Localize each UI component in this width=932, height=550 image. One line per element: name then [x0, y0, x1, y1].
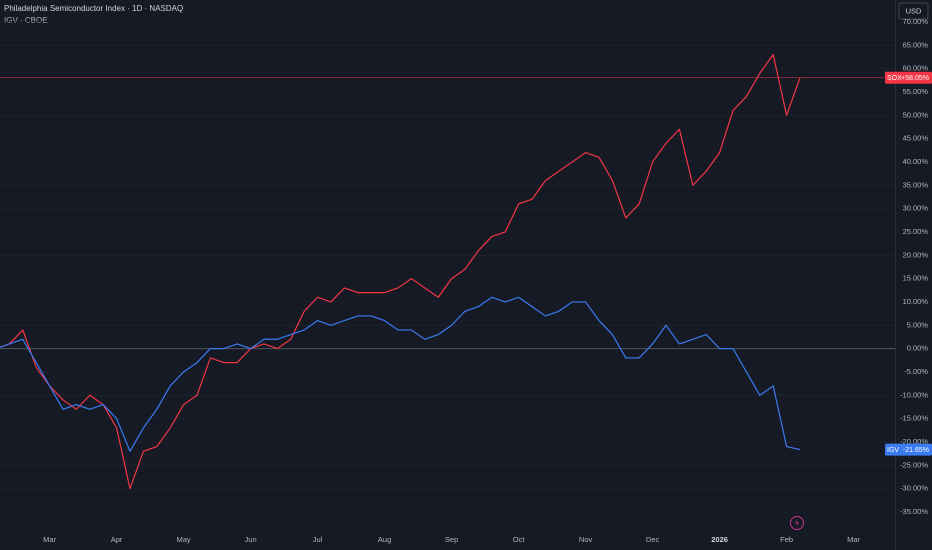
y-tick-label: 55.00% — [903, 87, 929, 96]
y-tick-label: -20.00% — [900, 437, 928, 446]
y-tick-label: 5.00% — [907, 320, 929, 329]
x-tick-label: Jul — [313, 535, 323, 544]
x-tick-label: Nov — [579, 535, 593, 544]
x-tick-label: Apr — [111, 535, 123, 544]
y-tick-label: -30.00% — [900, 484, 928, 493]
x-tick-label: Feb — [780, 535, 793, 544]
y-tick-label: 20.00% — [903, 250, 929, 259]
value-label: -21.65% — [903, 447, 929, 454]
x-tick-label: Aug — [378, 535, 391, 544]
series-name: IGV — [887, 447, 899, 454]
value-label: +58.05% — [901, 75, 929, 82]
x-tick-label: Oct — [513, 535, 526, 544]
y-tick-label: -25.00% — [900, 460, 928, 469]
series-name: SOX — [887, 75, 902, 82]
plot — [0, 54, 895, 490]
x-tick-label: Mar — [847, 535, 860, 544]
series-line — [0, 296, 801, 452]
grid — [0, 21, 895, 513]
y-tick-label: 25.00% — [903, 227, 929, 236]
x-tick-label: May — [177, 535, 191, 544]
y-tick-label: 50.00% — [903, 110, 929, 119]
y-tick-label: -5.00% — [904, 367, 928, 376]
y-tick-label: -15.00% — [900, 414, 928, 423]
x-tick-label: Dec — [646, 535, 660, 544]
y-tick-label: 60.00% — [903, 64, 929, 73]
x-tick-label: Jun — [245, 535, 257, 544]
y-tick-label: -10.00% — [900, 390, 928, 399]
value-badge — [885, 443, 932, 456]
currency-label[interactable]: USD — [906, 6, 922, 15]
x-tick-label: Mar — [43, 535, 56, 544]
x-tick-label: Sep — [445, 535, 458, 544]
y-tick-label: 40.00% — [903, 157, 929, 166]
chart-subtitle: IGV · CBOE — [4, 16, 48, 25]
value-badge — [885, 71, 932, 84]
y-tick-label: 15.00% — [903, 274, 929, 283]
y-tick-label: 65.00% — [903, 40, 929, 49]
labels: 70.00% 65.00% 60.00% 55.00% 50.00% 45.00% 40.0… — [43, 17, 932, 544]
y-tick-label: 0.00% — [907, 344, 929, 353]
y-tick-label: 10.00% — [903, 297, 929, 306]
y-tick-label: 30.00% — [903, 204, 929, 213]
alert-icon[interactable] — [790, 516, 804, 530]
series-line — [0, 54, 801, 490]
chart-title: Philadelphia Semiconductor Index · 1D · … — [4, 4, 183, 13]
y-tick-label: 35.00% — [903, 180, 929, 189]
y-tick-label: -35.00% — [900, 507, 928, 516]
currency-button[interactable] — [898, 2, 929, 20]
y-tick-label: 45.00% — [903, 134, 929, 143]
y-tick-label: 70.00% — [903, 17, 929, 26]
x-tick-label: 2026 — [711, 535, 728, 544]
